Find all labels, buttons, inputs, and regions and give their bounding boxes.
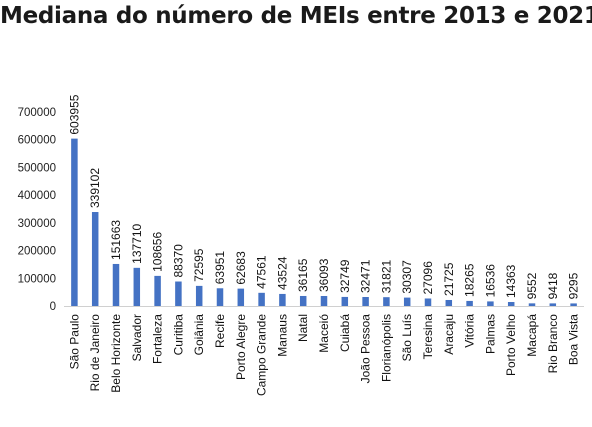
bar [424,298,432,306]
category-label: Cuiabá [338,314,352,352]
category-label: Porto Alegre [234,314,248,380]
category-label: Belo Horizonte [109,314,123,393]
y-tick-label: 500000 [18,162,56,174]
bar [341,296,349,306]
bar [91,212,99,306]
bar [299,295,307,306]
bar [362,297,369,306]
chart-title: Mediana do número de MEIs entre 2013 e 2… [0,3,592,29]
y-tick-label: 700000 [18,107,56,119]
data-label: 63951 [213,251,227,285]
bar [71,138,78,306]
data-label: 9295 [567,272,581,299]
bar [112,263,120,306]
bar [237,288,245,306]
data-label: 43524 [275,256,289,290]
category-label: Rio de Janeiro [88,314,102,392]
data-label: 603955 [67,94,81,134]
data-label: 16536 [483,264,497,298]
y-tick-label: 200000 [18,246,56,258]
category-label: Florianópolis [379,314,393,382]
category-label: Campo Grande [255,314,269,396]
y-tick-label: 0 [50,301,56,313]
bar [216,288,224,306]
bar [320,295,328,306]
y-tick-label: 300000 [18,218,56,230]
bar [279,293,286,306]
category-label: Palmas [483,314,497,354]
bar [466,300,473,306]
category-label: João Pessoa [359,314,373,384]
data-label: 31821 [379,259,393,293]
data-label: 9418 [546,272,560,299]
data-label: 36093 [317,258,331,292]
category-label: Manaus [275,314,289,357]
bar [133,267,141,306]
bar [383,297,390,306]
category-label: Boa Vista [567,314,581,365]
data-label: 62683 [234,251,248,285]
bar [507,302,515,306]
category-label: Porto Velho [504,314,518,376]
y-tick-label: 100000 [18,273,56,285]
bars [71,138,577,306]
y-tick-label: 600000 [18,135,56,147]
category-label: Vitória [463,314,477,348]
category-label: Teresina [421,314,435,360]
category-label: Natal [296,314,310,342]
data-label: 339102 [88,168,102,208]
category-labels: São Paulo Rio de Janeiro Belo Horizonte Sal… [67,314,580,396]
category-label: São Paulo [67,314,81,370]
category-label: Goiânia [192,314,206,356]
data-label: 30307 [400,260,414,294]
data-label: 14363 [504,264,518,298]
y-tick-label: 400000 [18,190,56,202]
category-label: Aracaju [442,314,456,355]
category-label: Maceió [317,314,331,353]
category-label: Rio Branco [546,314,560,374]
axes: 0 100000 200000 300000 400000 500000 600000 700… [18,107,584,313]
bar [154,275,161,306]
data-label: 9552 [525,272,539,299]
bar [403,297,411,306]
data-label: 27096 [421,261,435,295]
data-label: 151663 [109,220,123,260]
data-label: 72595 [192,248,206,282]
data-label: 21725 [442,262,456,296]
data-label: 108656 [151,232,165,272]
category-label: Macapá [525,314,539,357]
bar [175,281,182,306]
data-labels: 603955 339102 151663 137710 108656 88370 72595… [67,94,580,299]
data-label: 88370 [171,244,185,278]
bar [487,301,494,306]
bar [445,299,453,306]
data-label: 32749 [338,259,352,293]
data-label: 36165 [296,258,310,292]
data-label: 32471 [359,259,373,293]
bar [258,292,265,306]
category-label: Fortaleza [151,314,165,364]
bar [570,303,577,306]
bar [549,303,557,306]
data-label: 18265 [463,263,477,297]
category-label: Curitiba [171,314,185,356]
category-label: Salvador [130,314,144,361]
bar [528,303,536,306]
category-label: Recife [213,314,227,348]
data-label: 47561 [255,255,269,289]
data-label: 137710 [130,223,144,263]
bar [195,285,203,306]
category-label: São Luís [400,314,414,361]
